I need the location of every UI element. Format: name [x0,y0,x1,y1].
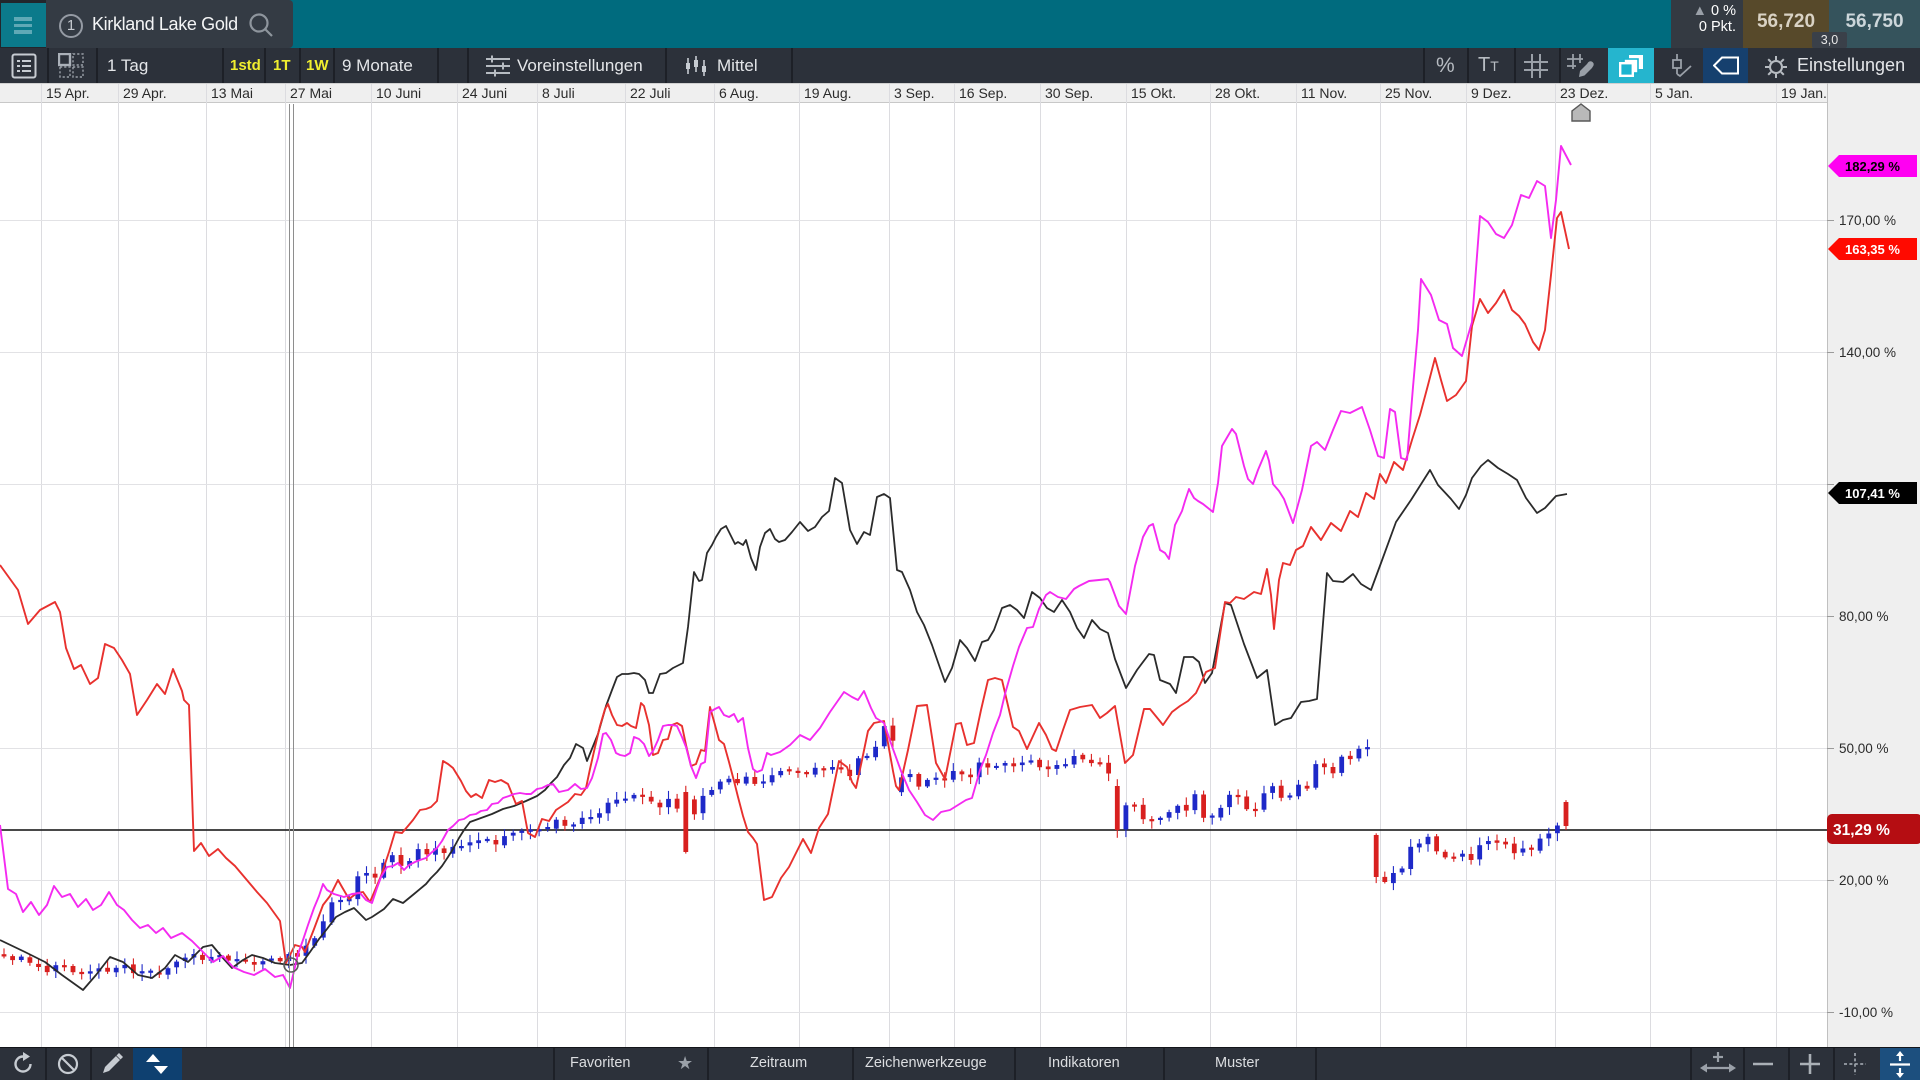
svg-text:23 Dez.: 23 Dez. [1560,85,1608,101]
svg-text:80,00 %: 80,00 % [1839,609,1889,624]
svg-text:10 Juni: 10 Juni [376,85,421,101]
svg-text:27 Mai: 27 Mai [290,85,332,101]
svg-text:28 Okt.: 28 Okt. [1215,85,1260,101]
svg-text:3 Sep.: 3 Sep. [894,85,934,101]
svg-text:15 Okt.: 15 Okt. [1131,85,1176,101]
svg-text:19 Jan.: 19 Jan. [1781,85,1827,101]
svg-text:22 Juli: 22 Juli [630,85,670,101]
svg-text:6 Aug.: 6 Aug. [719,85,759,101]
svg-text:29 Apr.: 29 Apr. [123,85,167,101]
svg-text:15 Apr.: 15 Apr. [46,85,90,101]
svg-text:8 Juli: 8 Juli [542,85,575,101]
svg-text:107,41 %: 107,41 % [1845,486,1900,501]
svg-text:13 Mai: 13 Mai [211,85,253,101]
svg-text:9 Dez.: 9 Dez. [1471,85,1511,101]
svg-text:19 Aug.: 19 Aug. [804,85,852,101]
svg-text:16 Sep.: 16 Sep. [959,85,1007,101]
svg-text:140,00 %: 140,00 % [1839,345,1896,360]
svg-text:25 Nov.: 25 Nov. [1385,85,1432,101]
svg-text:182,29 %: 182,29 % [1845,159,1900,174]
svg-text:163,35 %: 163,35 % [1845,242,1900,257]
svg-text:50,00 %: 50,00 % [1839,741,1889,756]
svg-text:-10,00 %: -10,00 % [1839,1005,1893,1020]
svg-text:5 Jan.: 5 Jan. [1655,85,1693,101]
svg-text:30 Sep.: 30 Sep. [1045,85,1093,101]
svg-text:11 Nov.: 11 Nov. [1301,85,1347,101]
svg-text:20,00 %: 20,00 % [1839,873,1889,888]
svg-text:31,29 %: 31,29 % [1833,822,1890,839]
svg-text:170,00 %: 170,00 % [1839,213,1896,228]
svg-text:24 Juni: 24 Juni [462,85,507,101]
